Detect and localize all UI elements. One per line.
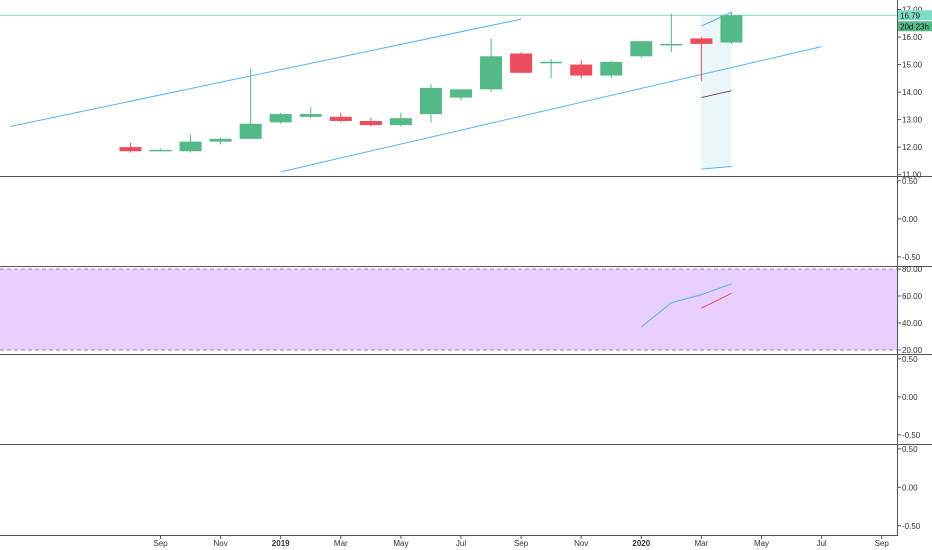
candle[interactable] [540, 59, 563, 79]
last-price-badge [898, 10, 932, 21]
x-tick-label: 2019 [272, 539, 290, 548]
y-axis-pane-0[interactable]: 11.00 12.00 13.00 14.00 15.00 16.00 17.00 [897, 6, 923, 180]
candle-body [179, 141, 202, 152]
candle[interactable] [119, 142, 142, 153]
y-tick-label: 0.00 [902, 215, 918, 224]
candle-body [329, 116, 352, 121]
y-tick-label: 15.00 [902, 61, 923, 70]
candle[interactable] [480, 38, 503, 93]
countdown-badge [898, 21, 932, 32]
rsi-signal-line[interactable] [701, 292, 732, 309]
forecast-mid-line [701, 90, 732, 99]
countdown-label: 20d 23h [900, 22, 929, 31]
x-tick-label: Sep [514, 539, 529, 548]
candle-body [119, 147, 142, 152]
candle[interactable] [660, 13, 683, 53]
candle[interactable] [269, 112, 292, 124]
candle-body [269, 114, 292, 123]
trend-line[interactable] [10, 18, 522, 127]
y-axis-pane-2[interactable]: 20.00 40.00 60.00 80.00 [897, 265, 923, 355]
candle-body [630, 41, 653, 57]
candle-body [239, 123, 262, 139]
candle-body [720, 15, 743, 43]
x-tick-label: May [393, 539, 408, 548]
candle-body [660, 43, 683, 46]
candle-body [209, 138, 232, 142]
candle-body [540, 61, 563, 64]
y-tick-label: 13.00 [902, 116, 923, 125]
y-tick-label: 40.00 [902, 319, 923, 328]
candle[interactable] [149, 148, 172, 152]
trend-line[interactable] [701, 165, 732, 170]
candle-body [389, 118, 412, 126]
candle-body [359, 120, 382, 126]
y-tick-label: 80.00 [902, 265, 923, 274]
trend-line[interactable] [280, 46, 822, 173]
y-tick-label: -0.50 [902, 253, 921, 262]
candle[interactable] [359, 118, 382, 127]
candle[interactable] [690, 37, 713, 82]
last-price-label: 16.79 [900, 11, 921, 20]
candle[interactable] [179, 134, 202, 153]
candle[interactable] [630, 41, 653, 58]
candle-body [570, 64, 593, 76]
y-tick-label: 0.50 [902, 445, 918, 454]
candle[interactable] [510, 52, 533, 73]
y-tick-label: -0.50 [902, 431, 921, 440]
x-tick-label: Nov [574, 539, 588, 548]
y-tick-label: 14.00 [902, 88, 923, 97]
y-tick-label: 0.00 [902, 483, 918, 492]
candle[interactable] [600, 60, 623, 79]
y-tick-label: -0.50 [902, 522, 921, 531]
y-tick-label: 60.00 [902, 292, 923, 301]
candle[interactable] [389, 112, 412, 127]
candle[interactable] [419, 83, 442, 123]
candle[interactable] [209, 137, 232, 145]
rsi-band [0, 269, 897, 350]
x-tick-label: May [754, 539, 769, 548]
x-tick-label: Sep [153, 539, 168, 548]
x-tick-label: Mar [334, 539, 348, 548]
candle-body [450, 89, 472, 98]
x-tick-label: Jul [456, 539, 466, 548]
x-tick-label: 2020 [632, 539, 650, 548]
candle[interactable] [239, 68, 262, 139]
time-axis[interactable]: Sep Nov 2019 Mar May Jul Sep Nov 2020 Mar May Jul Se… [153, 536, 889, 548]
candle[interactable] [570, 60, 593, 79]
x-tick-label: Nov [213, 539, 227, 548]
y-tick-label: 12.00 [902, 143, 923, 152]
candle-body [480, 56, 503, 90]
x-tick-label: Jul [816, 539, 826, 548]
candle-body [419, 87, 442, 115]
y-tick-label: 0.00 [902, 393, 918, 402]
candle[interactable] [720, 12, 743, 44]
y-tick-label: 16.00 [902, 33, 923, 42]
candle-body [149, 149, 172, 152]
y-tick-label: 20.00 [902, 346, 923, 355]
x-tick-label: Sep [875, 539, 890, 548]
candle-body [510, 53, 533, 73]
candle[interactable] [299, 107, 322, 119]
candle-body [690, 38, 713, 44]
y-axis-pane-3[interactable]: -0.50 0.00 0.50 [897, 355, 921, 440]
candle[interactable] [329, 112, 352, 123]
y-axis-pane-1[interactable]: -0.50 0.00 0.50 [897, 177, 921, 262]
x-tick-label: Mar [695, 539, 709, 548]
y-tick-label: 17.00 [902, 6, 923, 15]
y-axis-pane-4[interactable]: -0.50 0.00 0.50 [897, 445, 921, 531]
y-tick-label: 0.50 [902, 355, 918, 364]
candle-body [299, 114, 322, 117]
rsi-line[interactable] [640, 283, 732, 328]
candle[interactable] [450, 89, 472, 101]
price-pane[interactable] [0, 11, 897, 173]
y-tick-label: 0.50 [902, 177, 918, 186]
trend-line[interactable] [701, 11, 732, 27]
y-tick-label: 11.00 [902, 171, 922, 180]
candle-body [600, 61, 623, 76]
